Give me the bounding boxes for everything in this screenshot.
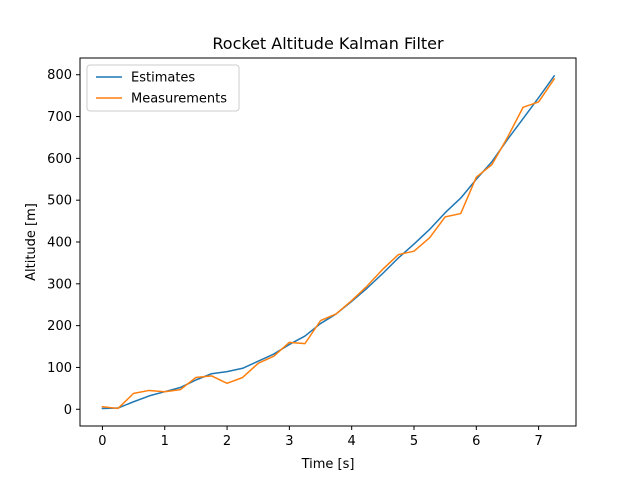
- legend-label-1: Measurements: [131, 92, 227, 107]
- x-tick-label-6: 6: [472, 434, 480, 449]
- x-tick-label-5: 5: [410, 434, 418, 449]
- x-tick-label-7: 7: [534, 434, 542, 449]
- y-axis-label: Altitude [m]: [24, 203, 39, 281]
- x-tick-label-4: 4: [348, 434, 356, 449]
- y-tick-label-1: 100: [47, 361, 72, 376]
- y-tick-label-6: 600: [47, 152, 72, 167]
- x-tick-label-0: 0: [98, 434, 106, 449]
- series-line-1: [101, 77, 556, 410]
- series-line-0: [101, 74, 556, 410]
- y-tick-label-5: 500: [47, 194, 72, 209]
- x-tick-label-2: 2: [223, 434, 231, 449]
- y-axis-ticks: 0 100 200 300 400 500 600 700 800: [47, 68, 80, 418]
- legend: Estimates Measurements: [86, 64, 240, 112]
- legend-label-0: Estimates: [131, 71, 195, 86]
- legend-box: [86, 64, 240, 112]
- x-axis-ticks: 0 1 2 3 4 5 6 7: [98, 426, 543, 449]
- x-tick-label-3: 3: [285, 434, 293, 449]
- x-axis-label: Time [s]: [301, 457, 355, 472]
- y-tick-label-4: 400: [47, 236, 72, 251]
- x-tick-label-1: 1: [161, 434, 169, 449]
- y-tick-label-0: 0: [64, 403, 72, 418]
- y-tick-label-3: 300: [47, 277, 72, 292]
- y-tick-label-2: 200: [47, 319, 72, 334]
- plot-series: [101, 74, 556, 410]
- chart-title: Rocket Altitude Kalman Filter: [212, 34, 444, 53]
- y-tick-label-7: 700: [47, 110, 72, 125]
- y-tick-label-8: 800: [47, 68, 72, 83]
